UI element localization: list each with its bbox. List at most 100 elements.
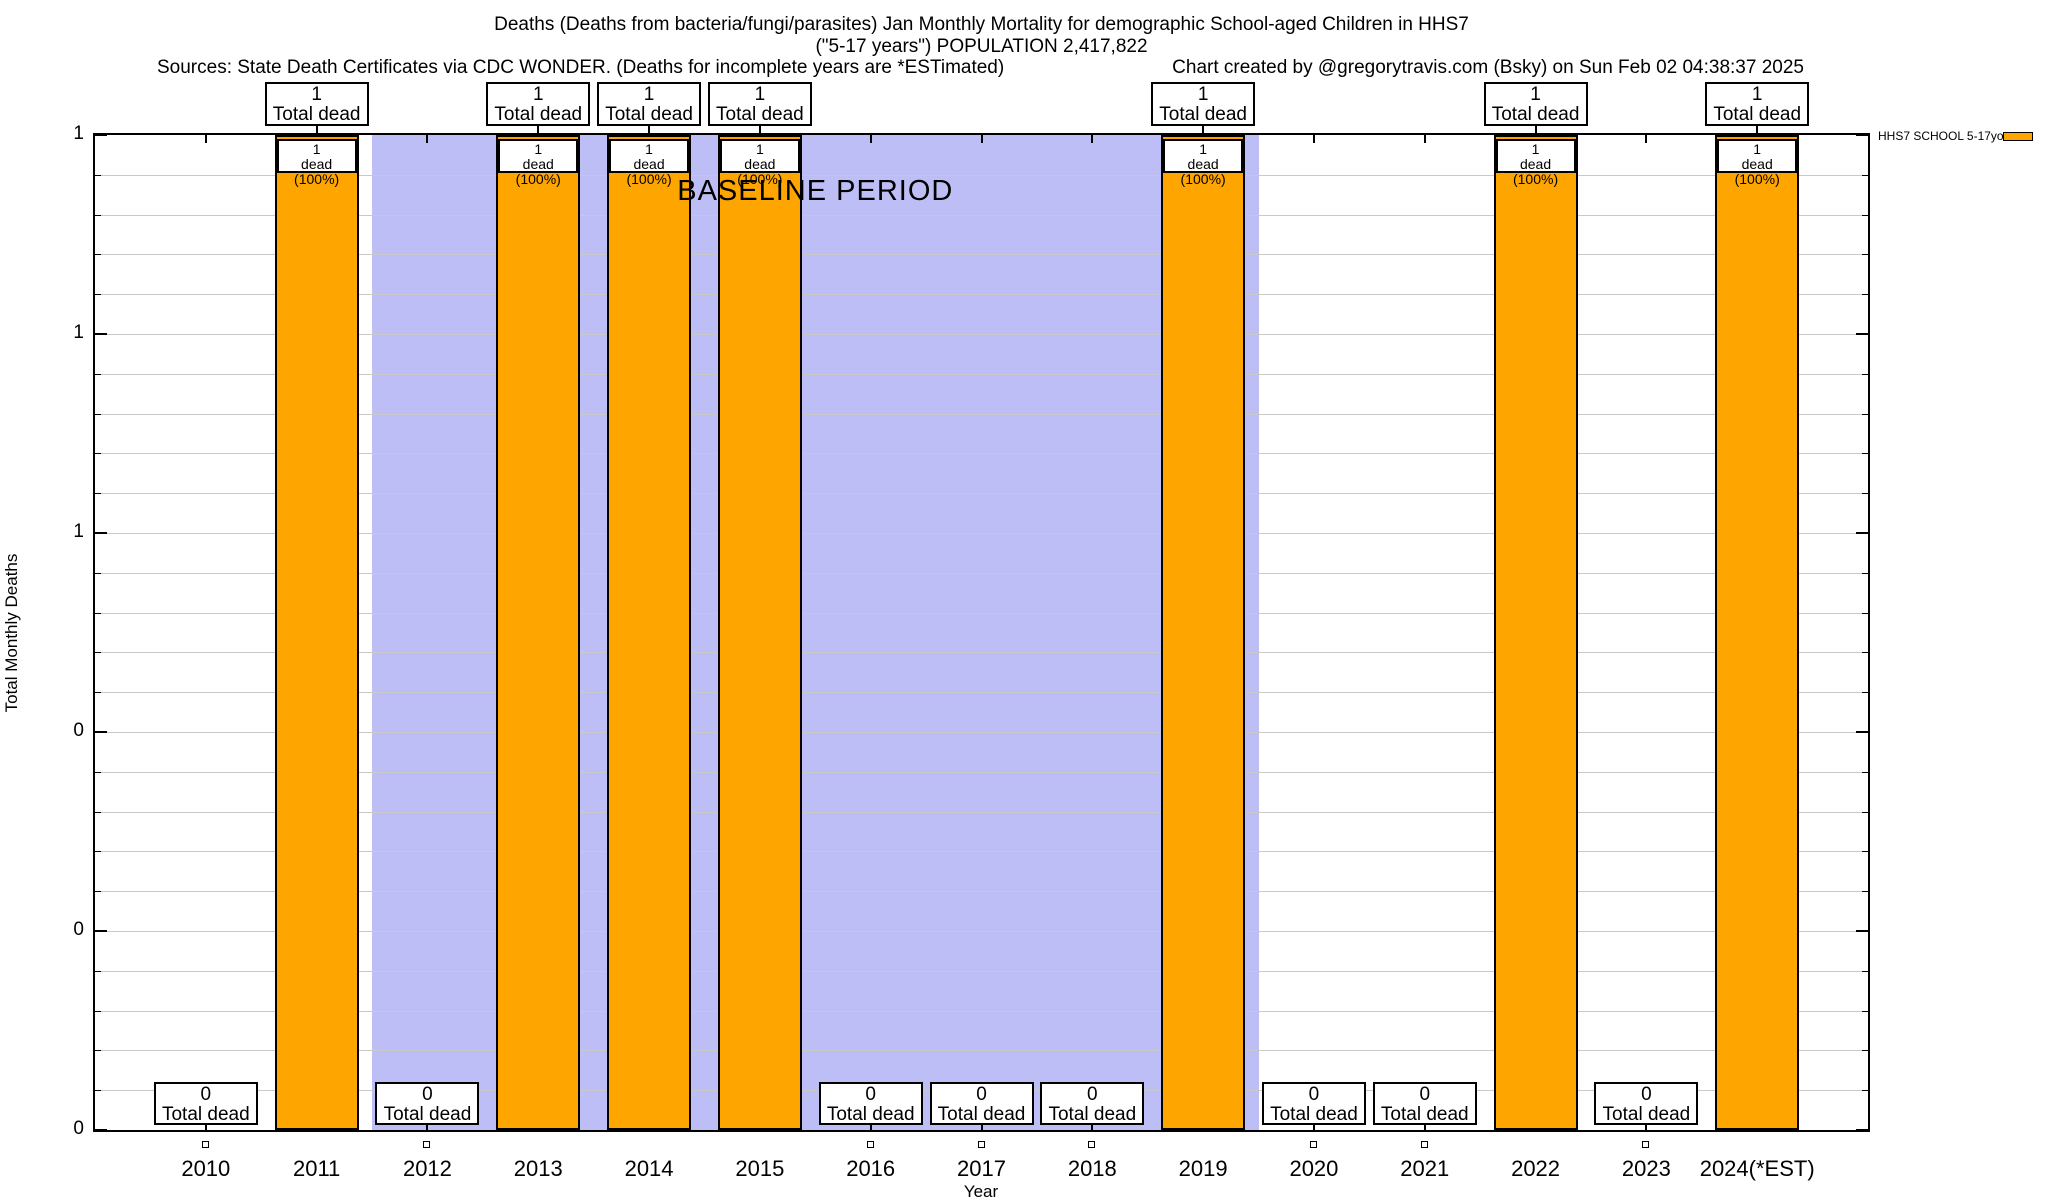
- y-axis-tick: [1856, 930, 1868, 932]
- callout-stem: [1312, 1124, 1315, 1132]
- y-tick-label: 0: [73, 1118, 84, 1139]
- y-axis-tick: [95, 731, 107, 733]
- y-axis-tick: [1862, 175, 1868, 176]
- y-axis-tick: [95, 254, 101, 255]
- total-dead-box-2011: 1 Total dead: [264, 82, 369, 126]
- y-axis-tick: [95, 971, 101, 972]
- callout-stem: [1534, 125, 1537, 133]
- chart-title-line2: ("5-17 years") POPULATION 2,417,822: [815, 36, 1148, 57]
- y-axis-tick: [95, 333, 107, 335]
- gridline: [95, 692, 1868, 693]
- legend-label: HHS7 SCHOOL 5-17yo: [1878, 129, 2004, 143]
- callout-stem: [980, 1124, 983, 1132]
- callout-stem: [315, 125, 318, 133]
- callout-stem: [426, 1124, 429, 1132]
- gridline: [95, 891, 1868, 892]
- total-dead-box-2022: 1 Total dead: [1483, 82, 1588, 126]
- y-axis-tick: [95, 294, 101, 295]
- zero-point-marker: [1309, 1141, 1317, 1148]
- bar-2013: [496, 135, 581, 1130]
- y-axis-tick: [95, 930, 107, 932]
- callout-stem: [869, 1124, 872, 1132]
- bar-2022: [1493, 135, 1578, 1130]
- y-axis-tick: [95, 891, 101, 892]
- y-axis-tick: [1862, 652, 1868, 653]
- x-axis-title: Year: [963, 1182, 999, 1200]
- y-axis-tick: [95, 414, 101, 415]
- y-axis-tick: [1862, 1011, 1868, 1012]
- y-axis-tick: [95, 652, 101, 653]
- bar-2015: [717, 135, 802, 1130]
- y-axis-title: Total Monthly Deaths: [2, 553, 21, 713]
- y-axis-tick: [95, 851, 101, 852]
- callout-stem: [648, 125, 651, 133]
- gridline: [95, 175, 1868, 176]
- total-dead-box-2023: 0 Total dead: [1594, 1082, 1699, 1125]
- y-axis-tick: [1862, 812, 1868, 813]
- x-axis-tick: [1313, 135, 1315, 143]
- gridline: [95, 652, 1868, 653]
- x-axis-tick: [1645, 135, 1647, 143]
- bar-2011: [274, 135, 359, 1130]
- y-axis-tick: [1862, 573, 1868, 574]
- x-tick-label-2016: 2016: [846, 1156, 896, 1181]
- gridline: [95, 931, 1868, 932]
- bar-2014: [607, 135, 692, 1130]
- gridline: [95, 533, 1868, 534]
- credit-note: Chart created by @gregorytravis.com (Bsk…: [1172, 57, 1804, 78]
- total-dead-box-2024(*EST): 1 Total dead: [1705, 82, 1810, 126]
- x-axis-tick: [1424, 135, 1426, 143]
- bar-2019: [1161, 135, 1246, 1130]
- y-axis-tick: [1856, 333, 1868, 335]
- y-axis-tick: [95, 175, 101, 176]
- y-axis-tick: [95, 493, 101, 494]
- x-tick-label-2018: 2018: [1067, 1156, 1117, 1181]
- y-axis-tick: [1862, 692, 1868, 693]
- bar-count-box-2011: 1 dead (100%): [276, 139, 357, 187]
- x-tick-label-2014: 2014: [624, 1156, 674, 1181]
- callout-stem: [537, 125, 540, 133]
- x-tick-label-2013: 2013: [513, 1156, 563, 1181]
- y-axis-tick: [1862, 971, 1868, 972]
- y-axis-tick: [1856, 731, 1868, 733]
- y-axis-tick: [95, 453, 101, 454]
- y-axis-tick: [95, 532, 107, 534]
- total-dead-box-2019: 1 Total dead: [1151, 82, 1256, 126]
- y-axis-tick: [1862, 294, 1868, 295]
- bar-count-box-2013: 1 dead (100%): [498, 139, 579, 187]
- y-axis-tick: [95, 573, 101, 574]
- bar-count-box-2019: 1 dead (100%): [1163, 139, 1244, 187]
- gridline: [95, 294, 1868, 295]
- chart-title-line1: Deaths (Deaths from bacteria/fungi/paras…: [494, 14, 1469, 35]
- x-axis-tick: [1091, 135, 1093, 143]
- gridline: [95, 851, 1868, 852]
- callout-stem: [1202, 125, 1205, 133]
- gridline: [95, 573, 1868, 574]
- gridline: [95, 453, 1868, 454]
- total-dead-box-2013: 1 Total dead: [486, 82, 591, 126]
- zero-point-marker: [866, 1141, 874, 1148]
- y-axis-tick: [95, 812, 101, 813]
- zero-point-marker: [977, 1141, 985, 1148]
- legend: HHS7 SCHOOL 5-17yo: [1878, 129, 2048, 143]
- callout-stem: [1091, 1124, 1094, 1132]
- gridline: [95, 613, 1868, 614]
- x-axis-tick: [205, 135, 207, 143]
- x-axis-tick: [981, 135, 983, 143]
- y-axis-tick: [1856, 134, 1868, 136]
- y-axis-tick: [1862, 1090, 1868, 1091]
- gridline: [95, 732, 1868, 733]
- x-tick-label-2020: 2020: [1289, 1156, 1339, 1181]
- y-axis-tick: [1862, 1050, 1868, 1051]
- gridline: [95, 414, 1868, 415]
- x-tick-label-2022: 2022: [1511, 1156, 1561, 1181]
- y-axis-tick: [95, 1050, 101, 1051]
- total-dead-box-2017: 0 Total dead: [929, 1082, 1034, 1125]
- y-axis-tick: [95, 772, 101, 773]
- y-axis-tick: [1862, 254, 1868, 255]
- gridline: [95, 812, 1868, 813]
- y-axis-tick: [95, 692, 101, 693]
- gridline: [95, 772, 1868, 773]
- y-axis-tick: [1862, 891, 1868, 892]
- y-axis-tick: [1856, 532, 1868, 534]
